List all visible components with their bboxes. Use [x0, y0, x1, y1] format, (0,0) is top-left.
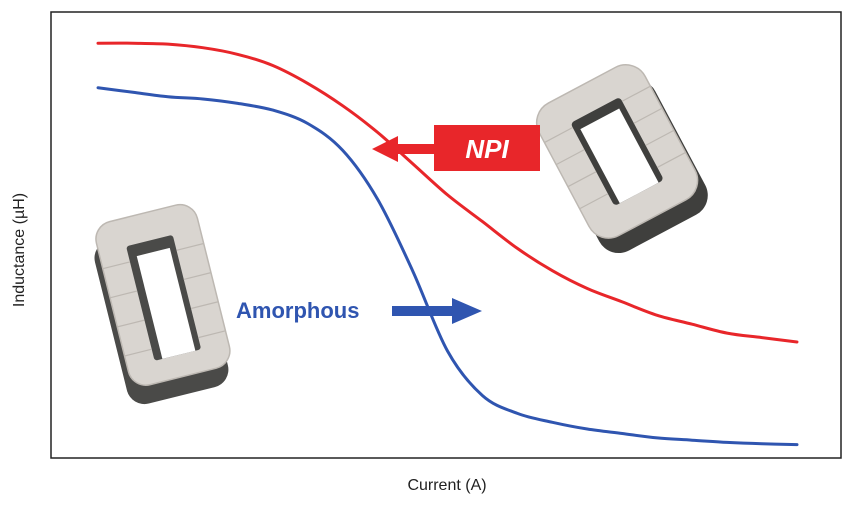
- core-icon: [535, 64, 708, 254]
- npi-annotation: NPI: [372, 125, 540, 171]
- npi-label-box: [434, 125, 540, 171]
- y-axis-label: Inductance (µH): [11, 193, 28, 307]
- npi-arrow: [372, 136, 440, 162]
- series-layer: [96, 41, 799, 447]
- core-icon: [94, 203, 231, 405]
- series-line-amorphous: [96, 86, 799, 447]
- amorphous-label: Amorphous: [236, 298, 359, 323]
- x-axis-label: Current (A): [407, 477, 486, 494]
- amorphous-arrow: [392, 298, 482, 324]
- series-line-npi: [96, 41, 799, 344]
- npi-label: NPI: [465, 134, 509, 164]
- amorphous-annotation: Amorphous: [236, 298, 482, 324]
